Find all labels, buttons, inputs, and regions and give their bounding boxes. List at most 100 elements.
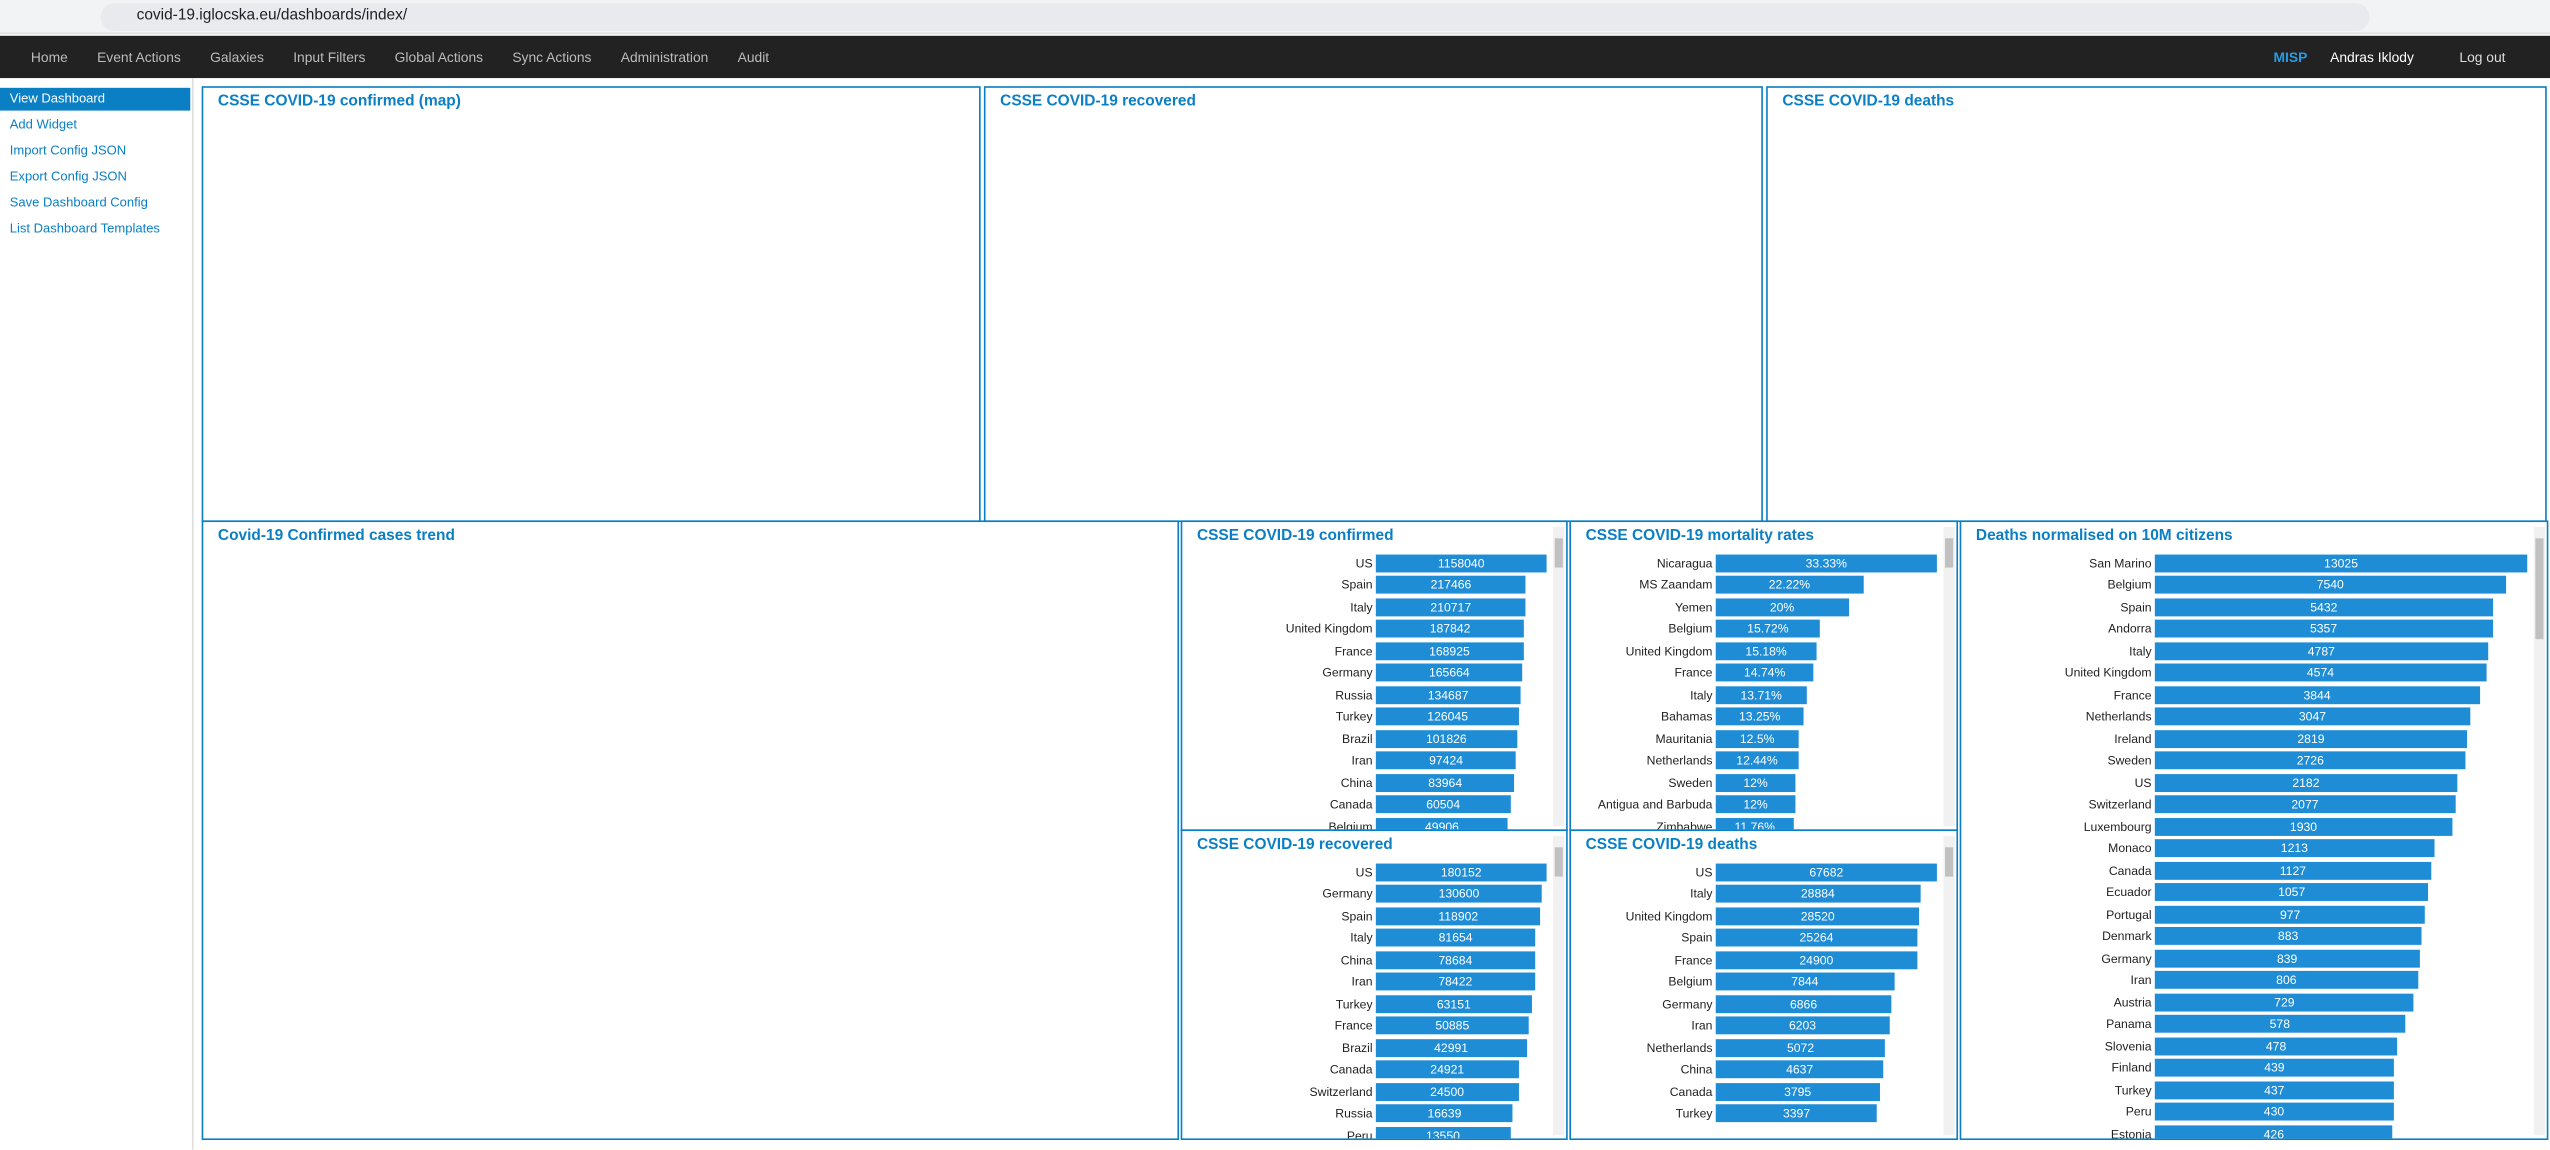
widget-header: CSSE COVID-19 recovered bbox=[1000, 93, 1196, 111]
scrollbar-thumb[interactable] bbox=[1945, 847, 1954, 877]
bar-label: Germany bbox=[1322, 886, 1373, 901]
bar-value: 11.76% bbox=[1734, 818, 1775, 830]
bar-value: 806 bbox=[2276, 972, 2297, 988]
widget-panel: CSSE COVID-19 deaths US 67682 Italy 28884 Uni… bbox=[1569, 829, 1959, 1141]
sidebar-item[interactable]: View Dashboard bbox=[0, 87, 191, 111]
bar-value: 3844 bbox=[2303, 687, 2331, 702]
bar-value: 729 bbox=[2274, 994, 2295, 1010]
bar-label: Spain bbox=[1341, 577, 1373, 592]
widget-header: CSSE COVID-19 confirmed (map) bbox=[218, 93, 461, 111]
bar-value: 97424 bbox=[1429, 752, 1464, 768]
widget-header: CSSE COVID-19 recovered bbox=[1197, 836, 1393, 854]
bar-label: Ecuador bbox=[2106, 884, 2152, 900]
bar-label: Russia bbox=[1335, 1105, 1373, 1121]
bar: 2726 bbox=[2154, 751, 2466, 770]
widget-title: CSSE COVID-19 confirmed bbox=[1196, 526, 1394, 545]
bar-value: 42991 bbox=[1434, 1040, 1469, 1055]
widget-title: Covid-19 Confirmed cases trend bbox=[217, 526, 455, 545]
scrollbar-thumb[interactable] bbox=[1554, 847, 1563, 877]
nav-item[interactable]: Global Actions bbox=[394, 48, 484, 66]
bar-value: 12.5% bbox=[1739, 731, 1775, 746]
scrollbar-track bbox=[1553, 835, 1565, 1136]
bar: 3844 bbox=[2154, 685, 2480, 704]
bar-value: 81654 bbox=[1438, 930, 1473, 945]
bar-label: MS Zaandam bbox=[1639, 577, 1713, 592]
bar: 5072 bbox=[1715, 1038, 1886, 1057]
url[interactable]: covid-19.iglocska.eu/dashboards/index/ bbox=[136, 6, 408, 25]
sidebar-item[interactable]: Add Widget bbox=[9, 117, 78, 132]
bar: 977 bbox=[2154, 905, 2426, 923]
nav-item[interactable]: Sync Actions bbox=[512, 48, 592, 66]
bar-value: 67682 bbox=[1809, 864, 1844, 880]
bar-label: France bbox=[1674, 665, 1713, 680]
bar-label: Brazil bbox=[1342, 1040, 1373, 1055]
widget-panel: CSSE COVID-19 recovered US 180152 Germany 13… bbox=[1180, 829, 1568, 1141]
bar-label: Belgium bbox=[1668, 974, 1713, 989]
bar-label: United Kingdom bbox=[1285, 621, 1373, 636]
nav-item[interactable]: Audit bbox=[737, 48, 770, 66]
bar: 28884 bbox=[1715, 884, 1920, 903]
bar: 578 bbox=[2154, 1014, 2405, 1033]
logout[interactable]: Log out bbox=[2459, 48, 2506, 66]
bar: 14.74% bbox=[1715, 663, 1814, 682]
bar-value: 2819 bbox=[2297, 731, 2325, 746]
bar: 63151 bbox=[1375, 994, 1532, 1013]
bar-label: Austria bbox=[2113, 994, 2152, 1010]
bar-value: 15.72% bbox=[1747, 621, 1789, 636]
bar-label: Nicaragua bbox=[1656, 555, 1713, 571]
bar-value: 16639 bbox=[1427, 1105, 1462, 1121]
bar-value: 5432 bbox=[2310, 599, 2338, 614]
nav-item[interactable]: Administration bbox=[620, 48, 709, 66]
bar-value: 4637 bbox=[1786, 1061, 1814, 1077]
bar: 24500 bbox=[1375, 1082, 1519, 1101]
brand[interactable]: MISP bbox=[2273, 48, 2308, 66]
bar-label: Switzerland bbox=[2088, 796, 2152, 812]
widget-title: CSSE COVID-19 confirmed (map) bbox=[217, 92, 461, 111]
bar: 25264 bbox=[1715, 928, 1918, 947]
user[interactable]: Andras Iklody bbox=[2330, 48, 2414, 66]
bar: 2077 bbox=[2154, 795, 2456, 814]
bar: 130600 bbox=[1375, 884, 1543, 903]
sidebar-item[interactable]: List Dashboard Templates bbox=[9, 221, 160, 236]
nav-right: MISP Andras Iklody Log out bbox=[2251, 36, 2506, 78]
sidebar-item[interactable]: Export Config JSON bbox=[9, 169, 127, 184]
bar-label: Netherlands bbox=[2085, 709, 2152, 724]
sidebar-item[interactable]: Save Dashboard Config bbox=[9, 195, 148, 210]
bar-label: US bbox=[1695, 864, 1713, 880]
scrollbar-track bbox=[1553, 526, 1565, 827]
nav-item[interactable]: Input Filters bbox=[293, 48, 366, 66]
nav-item[interactable]: Galaxies bbox=[210, 48, 264, 66]
bar-value: 1158040 bbox=[1437, 555, 1485, 571]
bar: 24921 bbox=[1375, 1060, 1519, 1079]
scrollbar-thumb[interactable] bbox=[1554, 538, 1563, 568]
bar-label: Denmark bbox=[2102, 928, 2152, 944]
bar-label: China bbox=[1680, 1061, 1713, 1077]
bar-label: Sweden bbox=[2107, 752, 2152, 768]
bar: 6203 bbox=[1715, 1016, 1890, 1035]
bar-label: Netherlands bbox=[1646, 752, 1713, 768]
bar-value: 578 bbox=[2269, 1016, 2290, 1032]
bar-value: 13025 bbox=[2324, 555, 2358, 571]
sidebar-item[interactable]: Import Config JSON bbox=[9, 143, 127, 158]
bar-label: Turkey bbox=[1675, 1105, 1713, 1121]
bar-value: 126045 bbox=[1427, 709, 1468, 724]
widget-header: CSSE COVID-19 deaths bbox=[1586, 836, 1758, 854]
scrollbar-thumb[interactable] bbox=[1945, 538, 1954, 568]
address-box[interactable] bbox=[100, 3, 2370, 31]
bar: 3047 bbox=[2154, 707, 2471, 726]
bar: 2182 bbox=[2154, 773, 2458, 792]
bar-label: Spain bbox=[1681, 930, 1713, 945]
bar-label: United Kingdom bbox=[2064, 665, 2152, 680]
bar-value: 6866 bbox=[1789, 996, 1818, 1011]
bar: 165664 bbox=[1375, 663, 1523, 682]
bar: 78422 bbox=[1375, 972, 1535, 991]
bar: 5432 bbox=[2154, 597, 2493, 616]
nav-item[interactable]: Event Actions bbox=[97, 48, 181, 66]
bar-label: Luxembourg bbox=[2083, 818, 2152, 834]
scrollbar-thumb[interactable] bbox=[2535, 538, 2544, 640]
bar-label: Germany bbox=[1322, 665, 1373, 680]
bar: 50885 bbox=[1375, 1016, 1529, 1035]
bar: 126045 bbox=[1375, 707, 1520, 726]
nav-item[interactable]: Home bbox=[30, 48, 68, 66]
